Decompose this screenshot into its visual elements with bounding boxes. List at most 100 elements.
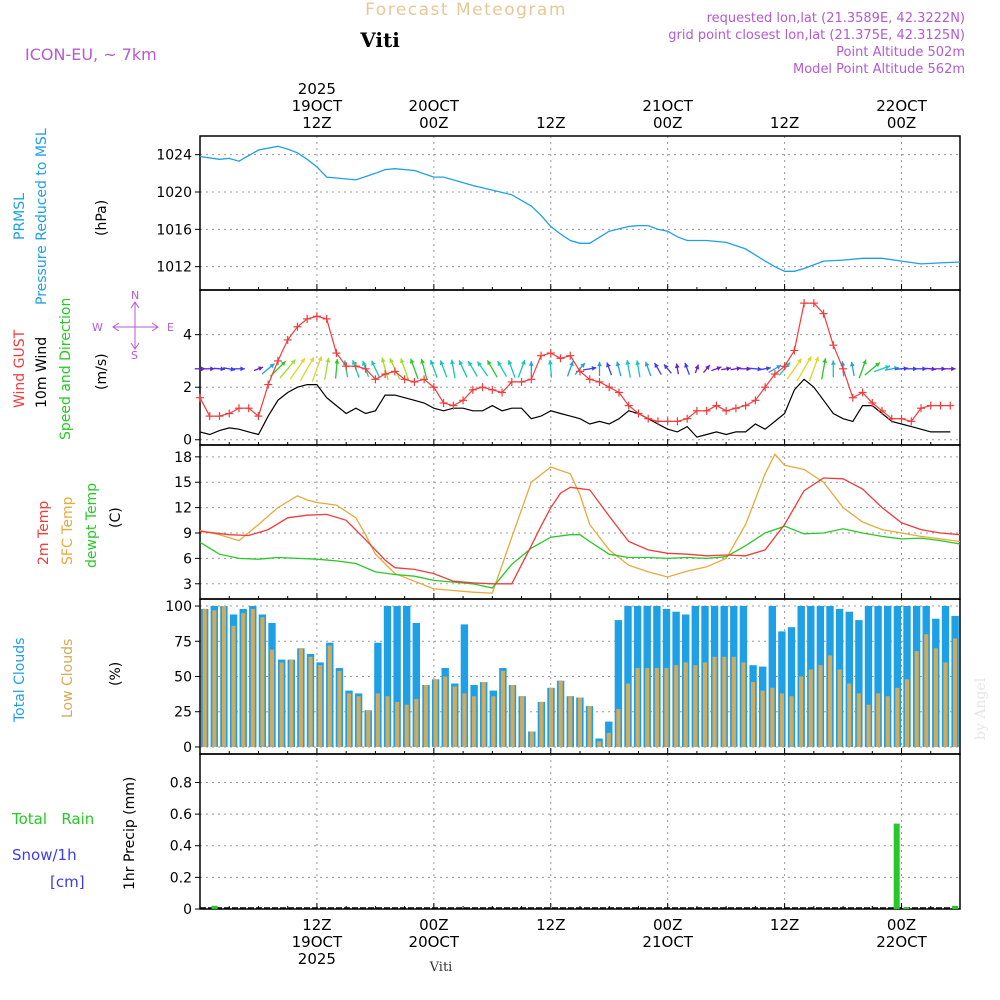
low-cloud-bar xyxy=(933,648,938,747)
wind-arrow-head xyxy=(705,365,710,370)
low-cloud-bar xyxy=(885,696,890,747)
chart-title: Forecast Meteogram xyxy=(365,0,567,20)
wind-arrow-head xyxy=(334,359,340,364)
pressure-ytick-label: 1016 xyxy=(156,222,192,238)
wind-arrow-head xyxy=(201,366,206,372)
station-name: Viti xyxy=(359,28,400,52)
compass-w: W xyxy=(92,321,103,334)
bottom-time-label: 00Z xyxy=(887,916,916,934)
low-cloud-bar xyxy=(558,680,563,747)
temperature-panel: 3 6 9 12 15 18 xyxy=(174,444,961,600)
wind-arrow-head xyxy=(400,358,405,364)
wind-arrow-head xyxy=(429,360,435,365)
top-time-label: 12Z xyxy=(536,114,565,132)
precip-bar xyxy=(903,907,910,909)
wind-arrow-head xyxy=(664,364,669,370)
wind-ytick-label: 0 xyxy=(183,433,192,449)
low-cloud-bar xyxy=(414,699,419,747)
low-cloud-bar xyxy=(347,693,352,747)
wind-arrow-head xyxy=(280,361,286,366)
clouds-ytick-label: 100 xyxy=(165,599,192,615)
wind-arrow-head xyxy=(830,360,836,365)
low-cloud-bar xyxy=(366,710,371,747)
wind-arrow-head xyxy=(931,366,937,372)
top-time-label: 19OCT xyxy=(292,97,343,115)
low-cloud-bar xyxy=(751,682,756,747)
low-cloud-bar xyxy=(500,670,505,747)
pressure-ytick-label: 1012 xyxy=(156,260,192,276)
low-cloud-bar xyxy=(683,662,688,747)
bottom-time-label: 00Z xyxy=(419,916,448,934)
pressure-panel: 1012 1016 1020 1024 xyxy=(156,135,961,291)
low-cloud-bar xyxy=(221,606,226,747)
wind-panel: 0 2 4 xyxy=(183,289,961,449)
wind-arrow-head xyxy=(591,366,597,371)
wind-dir-label: Speed and Direction xyxy=(58,298,74,440)
temp-frame xyxy=(199,444,961,600)
low-cloud-bar xyxy=(472,696,477,747)
low-cloud-bar xyxy=(876,693,881,747)
low-cloud-bar xyxy=(597,741,602,747)
wind-arrow xyxy=(796,356,812,382)
compass-rose xyxy=(112,301,159,350)
temp-sfc-label: SFC Temp xyxy=(60,496,76,565)
low-cloud-bar xyxy=(289,659,294,747)
wind-arrow-head xyxy=(290,359,296,365)
temp-labels: 2m Temp SFC Temp dewpt Temp (C) xyxy=(36,483,124,568)
low-cloud-bar xyxy=(856,693,861,747)
total-cloud-bar xyxy=(903,606,911,747)
bottom-time-label: 22OCT xyxy=(876,933,927,951)
pressure-unit: (hPa) xyxy=(94,200,110,236)
wind-arrow-head xyxy=(548,359,553,365)
clouds-unit: (%) xyxy=(108,662,124,686)
wind-arrow-head xyxy=(941,366,946,372)
wind-arrow-head xyxy=(300,358,305,364)
low-cloud-bar xyxy=(837,669,842,747)
low-cloud-bar xyxy=(943,662,948,747)
low-cloud-bar xyxy=(664,668,669,747)
low-cloud-bar xyxy=(539,701,544,747)
low-cloud-bar xyxy=(635,668,640,747)
precip-ytick-label: 0.4 xyxy=(170,839,192,855)
low-cloud-bar xyxy=(606,732,611,747)
total-cloud-bar xyxy=(393,606,401,747)
temp-sfc-line xyxy=(199,453,961,594)
wind-arrow-head xyxy=(497,361,502,367)
temp-ytick-label: 6 xyxy=(183,551,192,567)
temp-dew-label: dewpt Temp xyxy=(84,483,100,568)
total-cloud-bar xyxy=(893,606,902,747)
requested-coords: requested lon,lat (21.3589E, 42.3222N) xyxy=(707,11,965,26)
wind-arrow-head xyxy=(351,360,357,365)
low-cloud-bar xyxy=(847,683,852,747)
precip-bar xyxy=(211,905,218,909)
wind-arrow-head xyxy=(766,366,771,371)
model-label: ICON-EU, ~ 7km xyxy=(25,45,157,64)
top-time-label: 20OCT xyxy=(409,97,460,115)
pressure-ytick-label: 1020 xyxy=(156,185,192,201)
total-cloud-bar xyxy=(884,606,892,747)
clouds-ytick-label: 25 xyxy=(174,705,192,721)
bottom-time-label: 00Z xyxy=(653,916,682,934)
bottom-time-label: 12Z xyxy=(302,916,331,934)
footer-station: Viti xyxy=(429,960,453,975)
total-cloud-bar xyxy=(855,620,863,747)
wind-arrow-head xyxy=(615,361,621,367)
wind-arrow-head xyxy=(862,359,867,365)
top-time-label: 00Z xyxy=(653,114,682,132)
wind-arrow-head xyxy=(477,361,482,367)
temp-2m-line xyxy=(199,477,961,585)
low-cloud-bar xyxy=(298,648,303,747)
wind-arrow-head xyxy=(269,363,275,369)
low-clouds-label: Low Clouds xyxy=(60,639,76,718)
wind-arrow-head xyxy=(850,361,855,367)
low-cloud-bar xyxy=(577,697,582,747)
model-altitude: Model Point Altitude 562m xyxy=(793,62,965,77)
wind-arrow-head xyxy=(528,361,534,366)
snow-label: Snow/1h xyxy=(12,846,77,864)
temp-ytick-label: 18 xyxy=(174,450,192,466)
wind-arrow-head xyxy=(922,366,927,372)
wind-ytick-label: 2 xyxy=(183,380,192,396)
wind-arrow-head xyxy=(439,360,445,366)
